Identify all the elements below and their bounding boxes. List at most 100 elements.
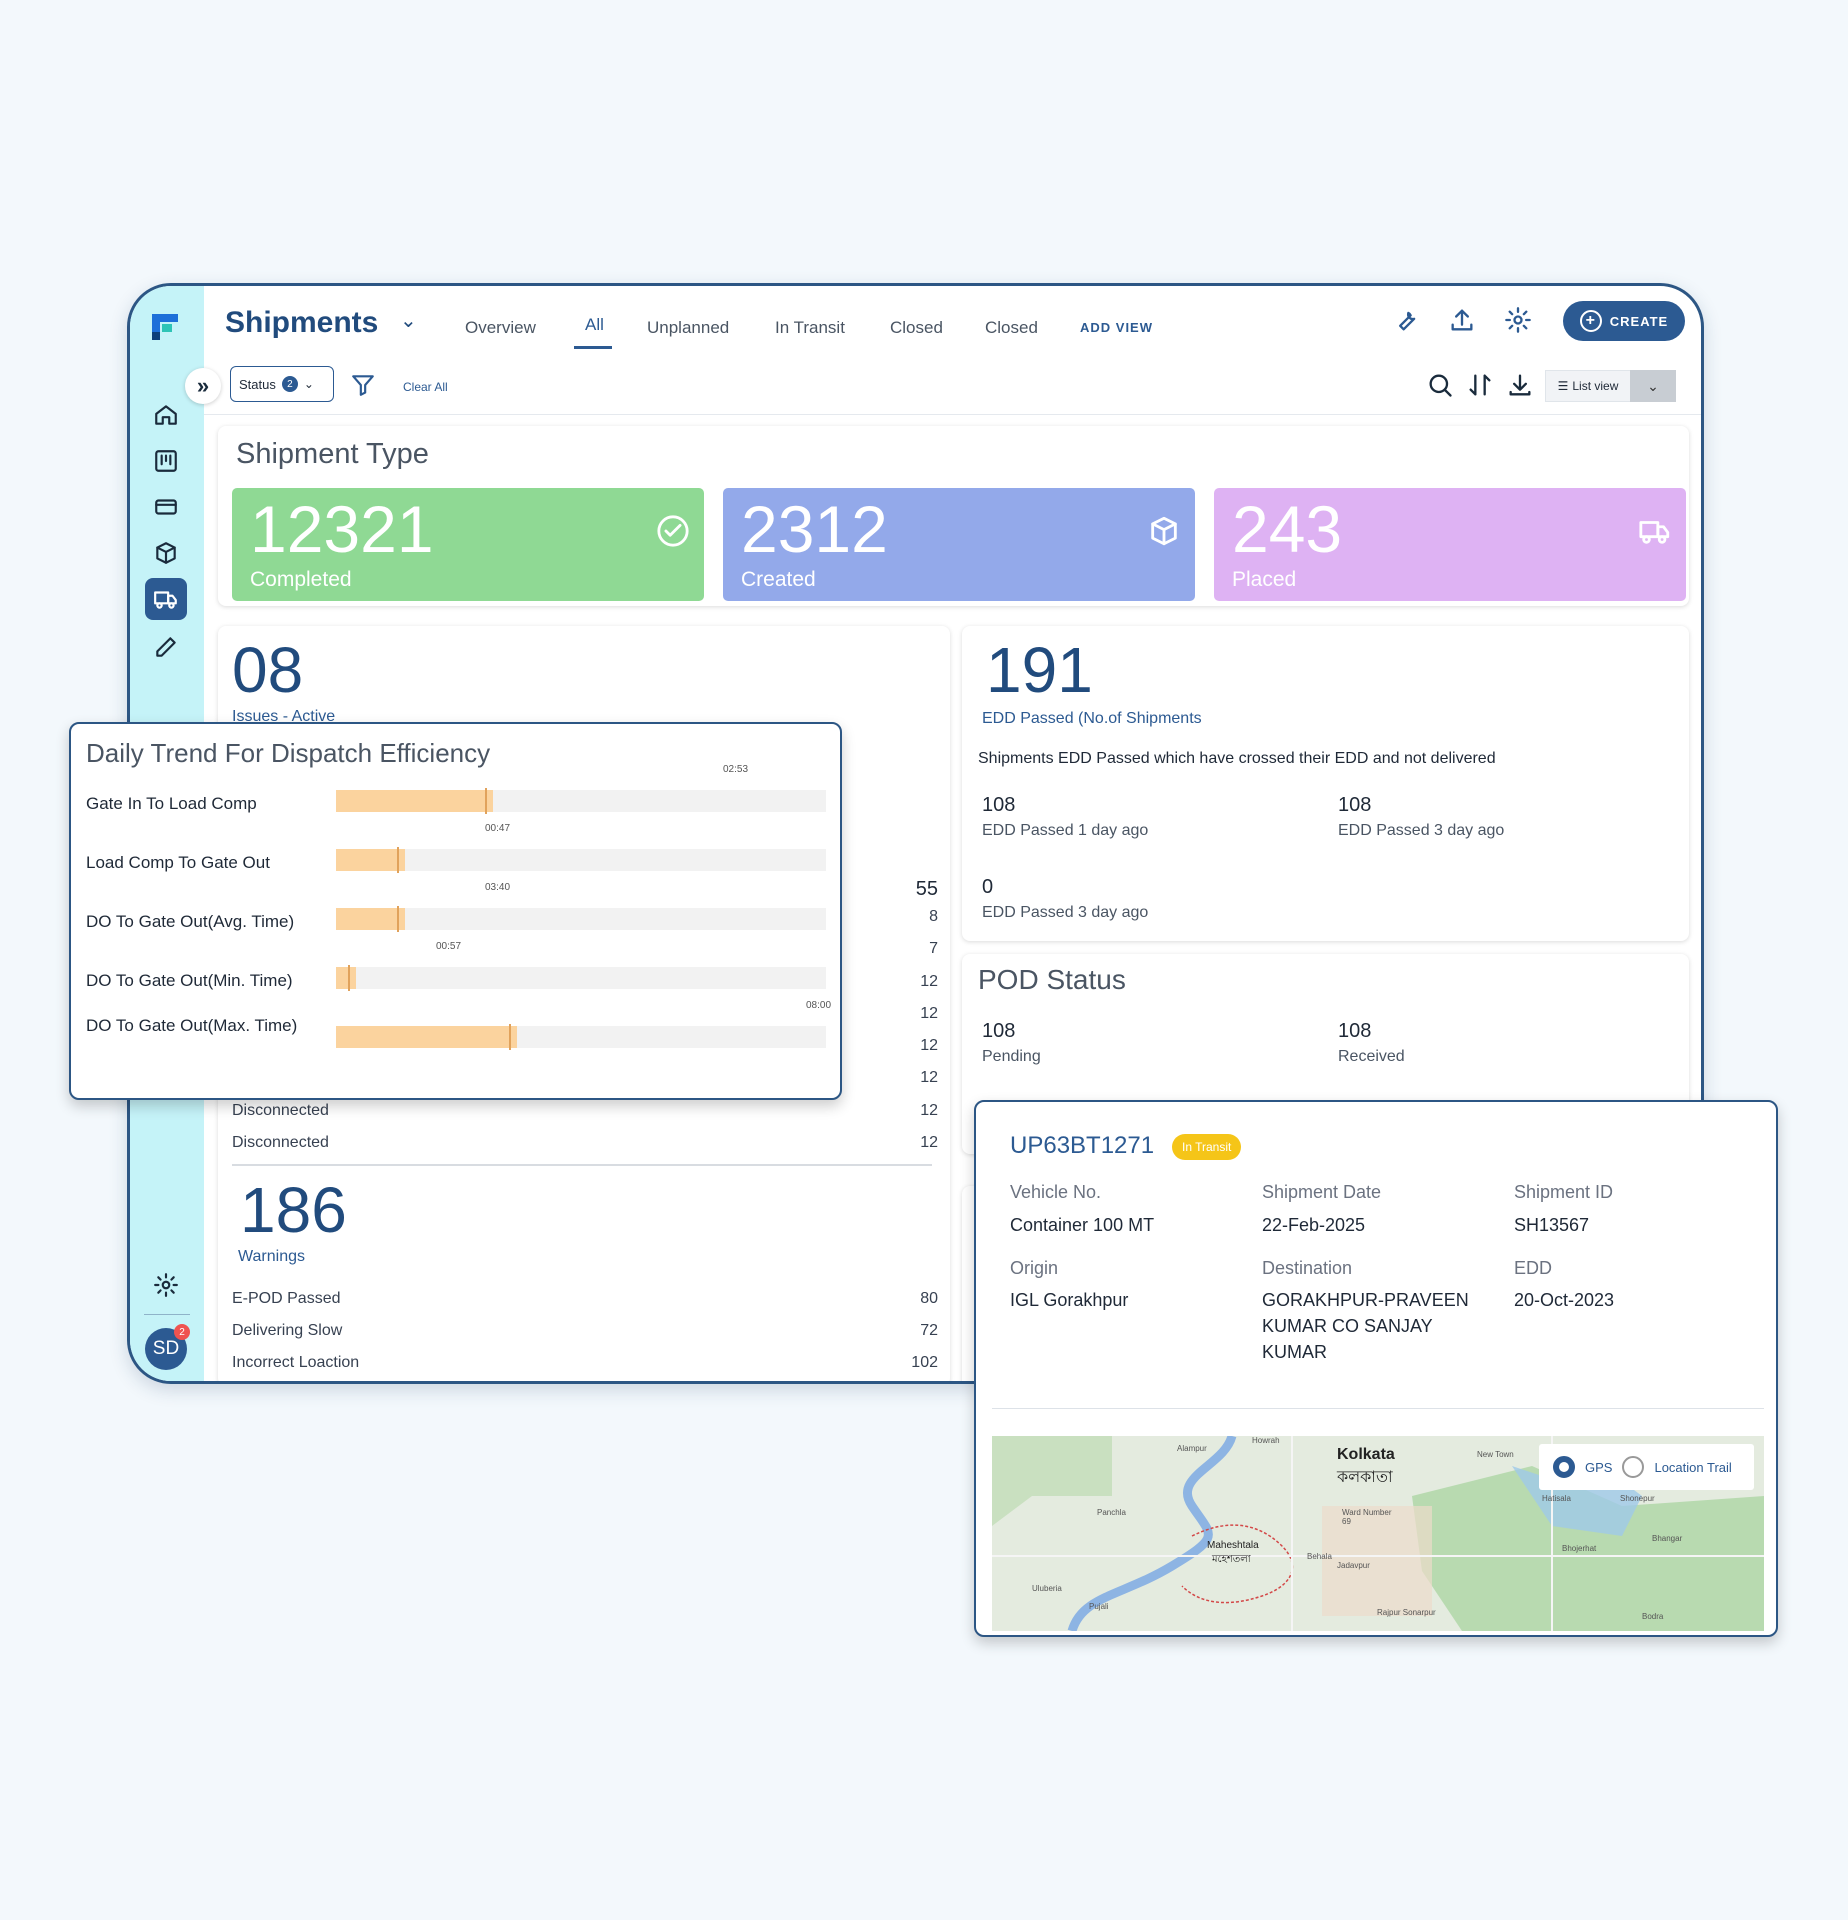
view-dropdown-button[interactable]: ⌄ [1630,370,1676,402]
edd-item-value: 0 [982,876,994,898]
pod-item-value: 108 [982,1020,1016,1042]
warning-label: Delivering Slow [232,1322,343,1339]
settings-icon[interactable] [145,1264,187,1306]
chart-title: Daily Trend For Dispatch Efficiency [86,738,491,768]
create-button[interactable]: + CREATE [1563,301,1685,341]
check-circle-icon [656,514,690,548]
map-label: মহেশতলা [1212,1554,1251,1565]
issue-value: 7 [929,940,938,957]
shipment-date-value: 22-Feb-2025 [1262,1215,1366,1235]
package-icon[interactable] [145,532,187,574]
bar-fill [336,790,493,812]
header-divider [204,414,1701,415]
map-label: Panchla [1097,1508,1126,1517]
map-label: Shonepur [1620,1494,1655,1503]
notification-badge: 2 [174,1324,190,1340]
warning-label: Incorrect Loaction [232,1354,360,1371]
issue-label: Disconnected [232,1134,329,1151]
bar-fill [336,1026,517,1048]
bar-marker [348,965,350,991]
sort-icon[interactable] [1466,371,1496,401]
edd-item-label: EDD Passed 3 day ago [1338,822,1505,839]
bar-fill [336,849,405,871]
view-selector[interactable]: ☰ List view [1545,370,1631,402]
tab-closed[interactable]: Closed [890,318,943,337]
home-icon[interactable] [145,394,187,436]
filter-icon[interactable] [350,372,376,398]
map-label: New Town [1477,1450,1514,1459]
map-label: Alampur [1177,1444,1207,1453]
truck-icon[interactable] [145,578,187,620]
map-label: Jadavpur [1337,1561,1370,1570]
shipment-id-value: SH13567 [1514,1215,1590,1235]
map-label: Rajpur Sonarpur [1377,1608,1436,1617]
tile-label: Placed [1232,568,1297,591]
section-title: Shipment Type [236,438,429,470]
download-icon[interactable] [1506,371,1536,401]
route-map[interactable]: Kolkata কলকাতা Maheshtala মহেশতলা Alampu… [992,1436,1764,1631]
upload-icon[interactable] [1448,306,1478,336]
created-tile[interactable]: 2312 Created [723,488,1195,601]
status-badge: In Transit [1172,1134,1242,1160]
issue-value: 12 [920,1005,938,1022]
board-icon[interactable] [145,440,187,482]
map-label: Ward Number 69 [1342,1508,1392,1526]
status-label: Status [239,376,276,392]
tab-overview[interactable]: Overview [465,318,536,337]
shipment-detail-card: UP63BT1271 In Transit Vehicle No. Contai… [974,1100,1778,1637]
edd-value: 20-Oct-2023 [1514,1290,1615,1310]
bar-label: DO To Gate Out(Max. Time) [86,1016,298,1035]
clear-all-link[interactable]: Clear All [403,380,448,394]
app-logo-icon[interactable] [152,314,178,340]
edd-item-value: 108 [982,794,1016,816]
edd-label: EDD Passed (No.of Shipments [982,710,1202,727]
placed-tile[interactable]: 243 Placed [1214,488,1686,601]
shipment-type-card: Shipment Type 12321 Completed 2312 Creat… [218,426,1689,606]
map-label: Hatisala [1542,1494,1571,1503]
shipment-id-label: Shipment ID [1514,1182,1614,1202]
edd-item-label: EDD Passed 3 day ago [982,904,1149,921]
plus-icon: + [1579,310,1602,332]
bar-marker [397,847,399,873]
completed-tile[interactable]: 12321 Completed [232,488,704,601]
bar-track [336,965,826,991]
bar-fill [336,908,405,930]
edit-icon[interactable] [145,626,187,668]
location-trail-radio[interactable] [1622,1456,1645,1478]
edd-card: 191 EDD Passed (No.of Shipments Shipment… [962,626,1689,941]
chevron-down-icon[interactable]: ⌄ [400,310,417,332]
bar-marker [509,1024,511,1050]
detail-divider [992,1408,1764,1409]
gear-icon[interactable] [1504,306,1534,336]
edd-item-label: EDD Passed 1 day ago [982,822,1149,839]
warnings-label: Warnings [238,1248,305,1265]
origin-value: IGL Gorakhpur [1010,1290,1129,1310]
vehicle-number[interactable]: UP63BT1271 [1010,1132,1155,1159]
issue-value: 8 [929,908,938,925]
map-label: Pujali [1089,1602,1109,1611]
bar-track [336,847,826,873]
wrench-icon[interactable] [1392,306,1422,336]
bar-time-label: 00:47 [485,823,511,834]
issue-value: 12 [920,1037,938,1054]
tab-unplanned[interactable]: Unplanned [647,318,730,337]
gps-radio[interactable] [1553,1456,1575,1478]
map-label: Bhojerhat [1562,1544,1597,1553]
edd-value: 191 [986,634,1093,706]
issue-label: Disconnected [232,1102,329,1119]
bar-marker [397,906,399,932]
add-view-button[interactable]: ADD VIEW [1080,320,1153,335]
tab-in-transit[interactable]: In Transit [775,318,845,337]
shipment-date-label: Shipment Date [1262,1182,1382,1202]
tab-closed-2[interactable]: Closed [985,318,1038,337]
page-title: Shipments [225,306,379,339]
search-icon[interactable] [1426,371,1456,401]
list-icon: ☰ [1557,379,1569,393]
map-label: কলকাতা [1337,1469,1393,1486]
bar-marker [485,788,487,814]
card-icon[interactable] [145,486,187,528]
status-filter[interactable]: Status 2 ⌄ [230,366,334,402]
tab-all[interactable]: All [585,315,604,334]
expand-sidebar-button[interactable]: » [185,368,221,404]
edd-item-value: 108 [1338,794,1372,816]
